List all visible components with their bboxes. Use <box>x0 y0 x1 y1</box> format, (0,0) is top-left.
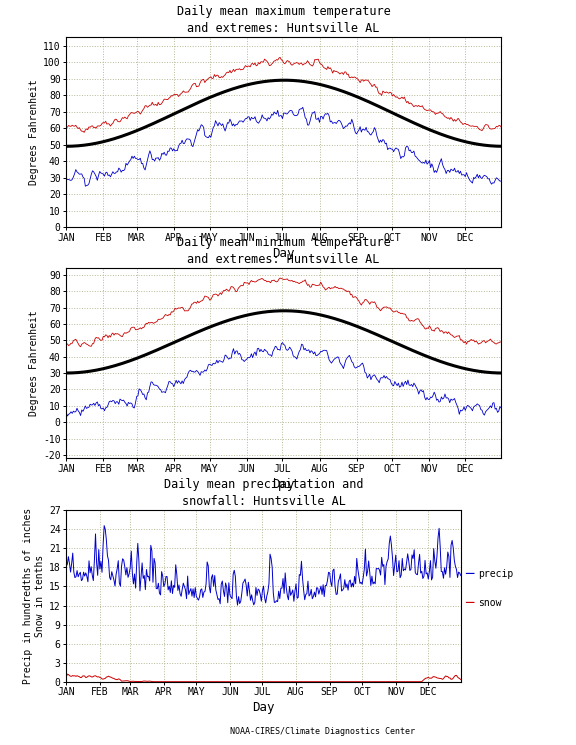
Text: ─: ─ <box>465 567 474 580</box>
Title: Daily mean maximum temperature
and extremes: Huntsville AL: Daily mean maximum temperature and extre… <box>177 4 391 35</box>
Text: snow: snow <box>478 598 502 609</box>
Text: ─: ─ <box>465 597 474 610</box>
Y-axis label: Precip in hundredths of inches
Snow in tenths: Precip in hundredths of inches Snow in t… <box>23 508 45 684</box>
X-axis label: Day: Day <box>252 701 275 714</box>
Title: Daily mean minimum temperature
and extremes: Huntsville AL: Daily mean minimum temperature and extre… <box>177 235 391 266</box>
Text: precip: precip <box>478 568 513 579</box>
X-axis label: Day: Day <box>272 478 295 491</box>
Text: NOAA-CIRES/Climate Diagnostics Center: NOAA-CIRES/Climate Diagnostics Center <box>230 727 415 736</box>
Y-axis label: Degrees Fahrenheit: Degrees Fahrenheit <box>29 80 39 185</box>
X-axis label: Day: Day <box>272 247 295 260</box>
Title: Daily mean precipitation and
snowfall: Huntsville AL: Daily mean precipitation and snowfall: H… <box>164 478 363 508</box>
Y-axis label: Degrees Fahrenheit: Degrees Fahrenheit <box>29 311 39 416</box>
